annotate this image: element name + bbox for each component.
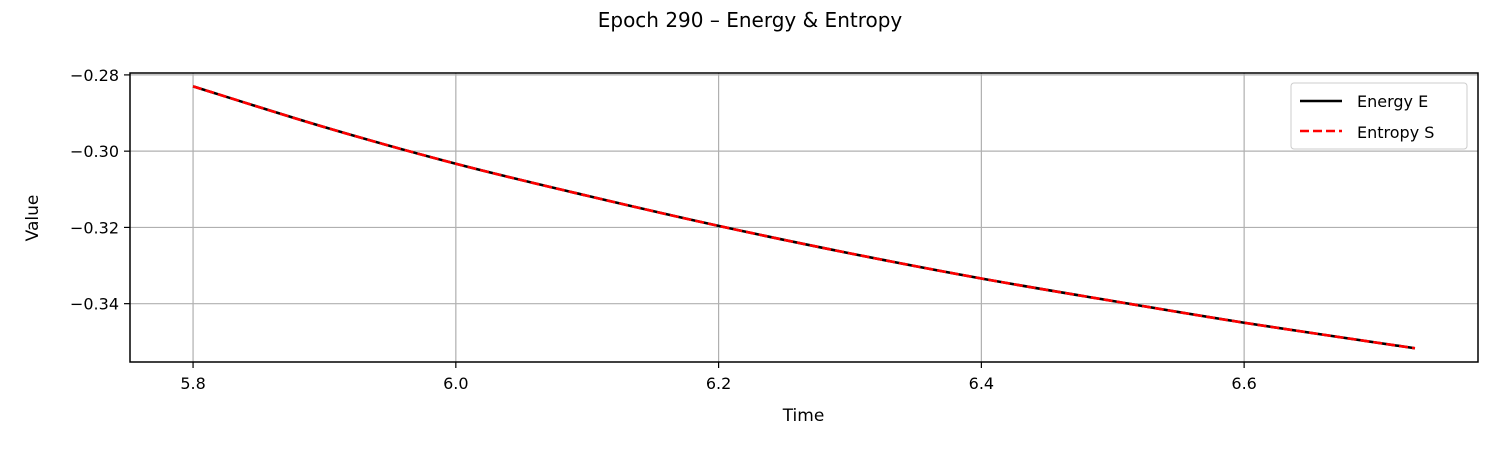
y-tick-label: −0.28: [70, 66, 119, 85]
x-tick-label: 6.6: [1231, 374, 1256, 393]
legend-label-entropy: Entropy S: [1357, 123, 1434, 142]
x-tick-label: 6.0: [443, 374, 468, 393]
legend-box: [1290, 82, 1468, 150]
x-tick-label: 5.8: [180, 374, 205, 393]
axes-frame: [129, 72, 1479, 363]
series-line-entropy-s: [192, 85, 1416, 350]
x-tick-label: 6.2: [706, 374, 731, 393]
y-tick-label: −0.30: [70, 142, 119, 161]
ticks: 5.8 6.0 6.2 6.4 6.6 −0.28 −0.30 −0.32 −0.34: [70, 66, 1257, 393]
chart-title: Epoch 290 – Energy & Entropy: [598, 8, 903, 32]
x-axis-label: Time: [782, 406, 825, 426]
y-axis-label: Value: [23, 195, 43, 242]
y-tick-label: −0.34: [70, 295, 119, 314]
legend-label-energy: Energy E: [1357, 92, 1428, 111]
series-layer: [192, 85, 1416, 350]
x-tick-label: 6.4: [969, 374, 994, 393]
grid: [130, 73, 1478, 362]
legend: Energy E Entropy S: [1290, 82, 1468, 150]
y-tick-label: −0.32: [70, 218, 119, 237]
